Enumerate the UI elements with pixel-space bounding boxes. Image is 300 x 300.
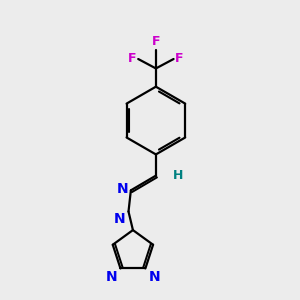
Text: N: N <box>116 182 128 196</box>
Text: N: N <box>105 270 117 283</box>
Text: H: H <box>173 169 183 182</box>
Text: F: F <box>128 52 136 65</box>
Text: N: N <box>149 270 161 283</box>
Text: N: N <box>114 212 126 226</box>
Text: F: F <box>175 52 184 65</box>
Text: F: F <box>152 35 160 48</box>
